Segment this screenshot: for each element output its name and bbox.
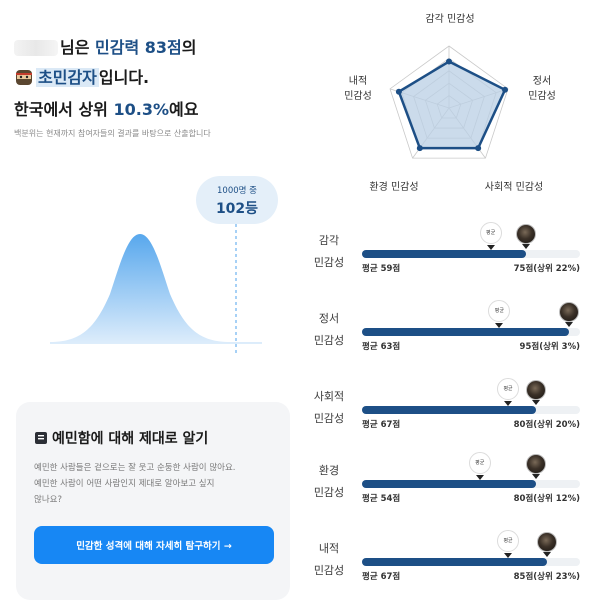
radar-label-internal: 내적 민감성 <box>344 76 372 102</box>
sensitivity-breakdown-panel: 감각 민감성 정서 민감성 사회적 민감성 환경 민감성 내적 민감성 감각 민감… <box>300 0 600 600</box>
user-pointer <box>543 552 552 557</box>
card-body: 예민한 사람들은 겉으로는 잘 웃고 순둥한 사람이 많아요. 예민한 사람이 … <box>34 463 236 505</box>
user-score-text: 80점(상위 12%) <box>513 494 580 504</box>
type-headline: 초민감자 입니다. <box>14 64 149 88</box>
score-value: 민감력 83점 <box>95 38 182 57</box>
info-card: 예민함에 대해 제대로 알기 예민한 사람들은 겉으로는 잘 웃고 순둥한 사람… <box>16 402 290 600</box>
user-score-text: 95점(상위 3%) <box>519 342 580 352</box>
average-marker: 평균 <box>497 530 520 552</box>
average-pointer <box>495 323 504 328</box>
user-score-text: 80점(상위 20%) <box>513 420 580 430</box>
bar-track <box>362 250 580 258</box>
score-bar-fill <box>362 480 537 488</box>
radar-score-point <box>416 145 423 152</box>
radar-chart <box>389 45 509 159</box>
user-avatar-marker <box>526 380 547 400</box>
bar-category-label: 정서 민감성 <box>313 312 345 347</box>
user-avatar-marker <box>559 302 580 322</box>
average-pointer <box>486 245 495 250</box>
average-pointer <box>504 553 513 558</box>
percentile-value: 10.3% <box>113 100 169 119</box>
bar-category-label: 환경 민감성 <box>313 464 345 499</box>
score-bar-fill <box>362 558 548 566</box>
rank-position: 102등 <box>215 201 259 217</box>
bar-category-label: 사회적 민감성 <box>313 390 345 425</box>
user-pointer <box>521 244 530 249</box>
rank-total: 1000명 중 <box>217 186 257 196</box>
percentile-note: 백분위는 현재까지 참여자들의 결과를 바탕으로 산출합니다 <box>14 129 211 138</box>
blurred-user-name <box>14 40 58 56</box>
radar-score-shape <box>397 60 507 150</box>
user-pointer <box>565 322 574 327</box>
bar-category-label: 내적 민감성 <box>313 542 345 577</box>
average-score-text: 평균 67점 <box>362 420 401 430</box>
user-avatar-marker <box>515 224 536 244</box>
average-marker: 평균 <box>468 452 491 474</box>
radar-label-sensory: 감각 민감성 <box>425 14 475 25</box>
bar-category-label: 감각 민감성 <box>313 234 345 269</box>
radar-score-point <box>446 58 452 65</box>
user-pointer <box>532 400 541 405</box>
bar-track <box>362 328 580 336</box>
average-score-text: 평균 59점 <box>362 264 401 274</box>
user-pointer <box>532 474 541 479</box>
explore-personality-button[interactable]: 민감한 성격에 대해 자세히 탐구하기 → <box>34 526 274 564</box>
average-marker: 평균 <box>488 300 511 322</box>
book-icon <box>34 431 48 445</box>
score-bar-fill <box>362 250 526 258</box>
average-score-text: 평균 54점 <box>362 494 401 504</box>
score-headline: 님은 민감력 83점의 <box>14 34 196 58</box>
radar-score-point <box>395 88 402 95</box>
radar-score-point <box>475 145 482 152</box>
user-score-text: 75점(상위 22%) <box>513 264 580 274</box>
radar-score-point <box>502 86 509 93</box>
bar-track <box>362 406 580 414</box>
average-pointer <box>504 401 513 406</box>
user-avatar-marker <box>526 454 547 474</box>
card-title: 예민함에 대해 제대로 알기 <box>34 428 208 448</box>
user-avatar-marker <box>537 532 558 552</box>
ninja-icon <box>14 67 34 87</box>
radar-label-environmental: 환경 민감성 <box>369 182 419 193</box>
score-bar-fill <box>362 406 537 414</box>
average-score-text: 평균 63점 <box>362 342 401 352</box>
rank-bubble: 1000명 중 102등 <box>196 176 278 224</box>
average-marker: 평균 <box>497 378 520 400</box>
result-summary-panel: 님은 민감력 83점의 초민감자 입니다. 한국에서 상위 10.3%예요 백분위… <box>14 34 290 600</box>
score-bar-fill <box>362 328 570 336</box>
percentile-headline: 한국에서 상위 10.3%예요 <box>14 100 199 119</box>
radar-grid-ring <box>389 45 509 159</box>
radar-label-emotional: 정서 민감성 <box>528 76 556 102</box>
bar-track <box>362 480 580 488</box>
average-marker: 평균 <box>479 222 502 244</box>
user-score-text: 85점(상위 23%) <box>513 572 580 582</box>
average-score-text: 평균 67점 <box>362 572 401 582</box>
bar-track <box>362 558 580 566</box>
distribution-curve <box>50 224 262 354</box>
radar-label-social: 사회적 민감성 <box>484 182 544 193</box>
average-pointer <box>475 475 484 480</box>
type-name: 초민감자 <box>36 68 99 87</box>
